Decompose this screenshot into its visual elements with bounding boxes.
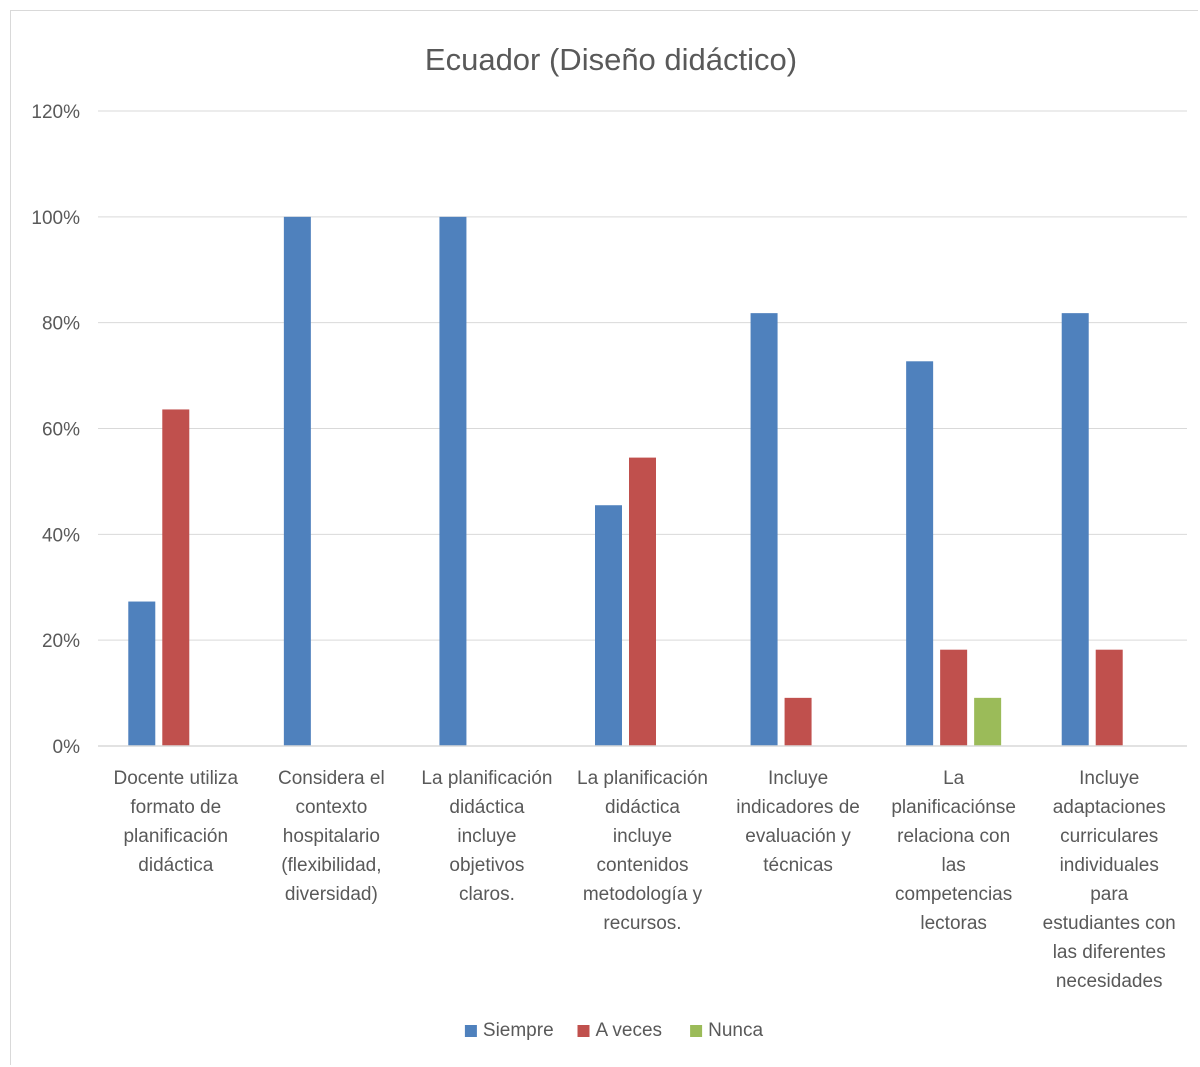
bar-a-veces	[940, 649, 968, 746]
legend-item-nunca: Nunca	[690, 1020, 763, 1041]
bar-a-veces	[784, 697, 812, 746]
y-axis-ticks: 0% 20% 40% 60% 80% 100% 120%	[31, 102, 80, 758]
chart-frame	[10, 10, 1198, 1065]
category-labels: Docente utiliza formato de planificación di…	[113, 768, 1175, 992]
bar-siempre	[906, 361, 934, 746]
y-tick-label: 40%	[42, 525, 80, 546]
bar-siempre	[128, 601, 156, 746]
bar-a-veces	[162, 409, 190, 746]
bar-siempre	[1061, 313, 1089, 746]
category-label: Docente utiliza formato de planificación di…	[113, 768, 238, 876]
bar-siempre	[750, 313, 778, 746]
bar-a-veces	[629, 457, 656, 746]
category-label: Incluye indicadores de evaluación y técnica…	[736, 768, 860, 876]
legend-item-siempre: Siempre	[464, 1020, 554, 1041]
bar-nunca	[974, 697, 1002, 746]
category-label: Considera el contexto hospitalario (flexibi…	[278, 768, 385, 905]
category-label: La planificación didáctica incluye objetivo…	[421, 768, 552, 905]
legend-swatch	[690, 1025, 703, 1037]
y-tick-label: 0%	[53, 737, 81, 758]
legend: Siempre A veces Nunca	[464, 1020, 763, 1041]
y-tick-label: 80%	[42, 314, 80, 335]
legend-item-a-veces: A veces	[577, 1020, 663, 1041]
bar-siempre	[439, 216, 467, 747]
bar-a-veces	[1095, 649, 1123, 746]
legend-label: A veces	[596, 1020, 663, 1041]
y-tick-label: 120%	[31, 102, 80, 123]
y-tick-label: 60%	[42, 420, 80, 441]
category-label: Incluye adaptaciones curriculares individua…	[1043, 768, 1176, 992]
legend-label: Siempre	[483, 1020, 554, 1041]
bar-siempre	[283, 216, 311, 747]
legend-swatch	[577, 1025, 590, 1037]
chart-title: Ecuador (Diseño didáctico)	[425, 42, 797, 77]
legend-swatch	[464, 1025, 477, 1037]
bars	[128, 216, 1123, 747]
category-label: La planificaciónse relaciona con las compete…	[891, 768, 1016, 934]
category-label: La planificación didáctica incluye contenid…	[577, 768, 708, 934]
bar-siempre	[595, 505, 622, 746]
y-tick-label: 20%	[42, 631, 80, 652]
legend-label: Nunca	[708, 1020, 763, 1041]
y-tick-label: 100%	[31, 208, 80, 229]
